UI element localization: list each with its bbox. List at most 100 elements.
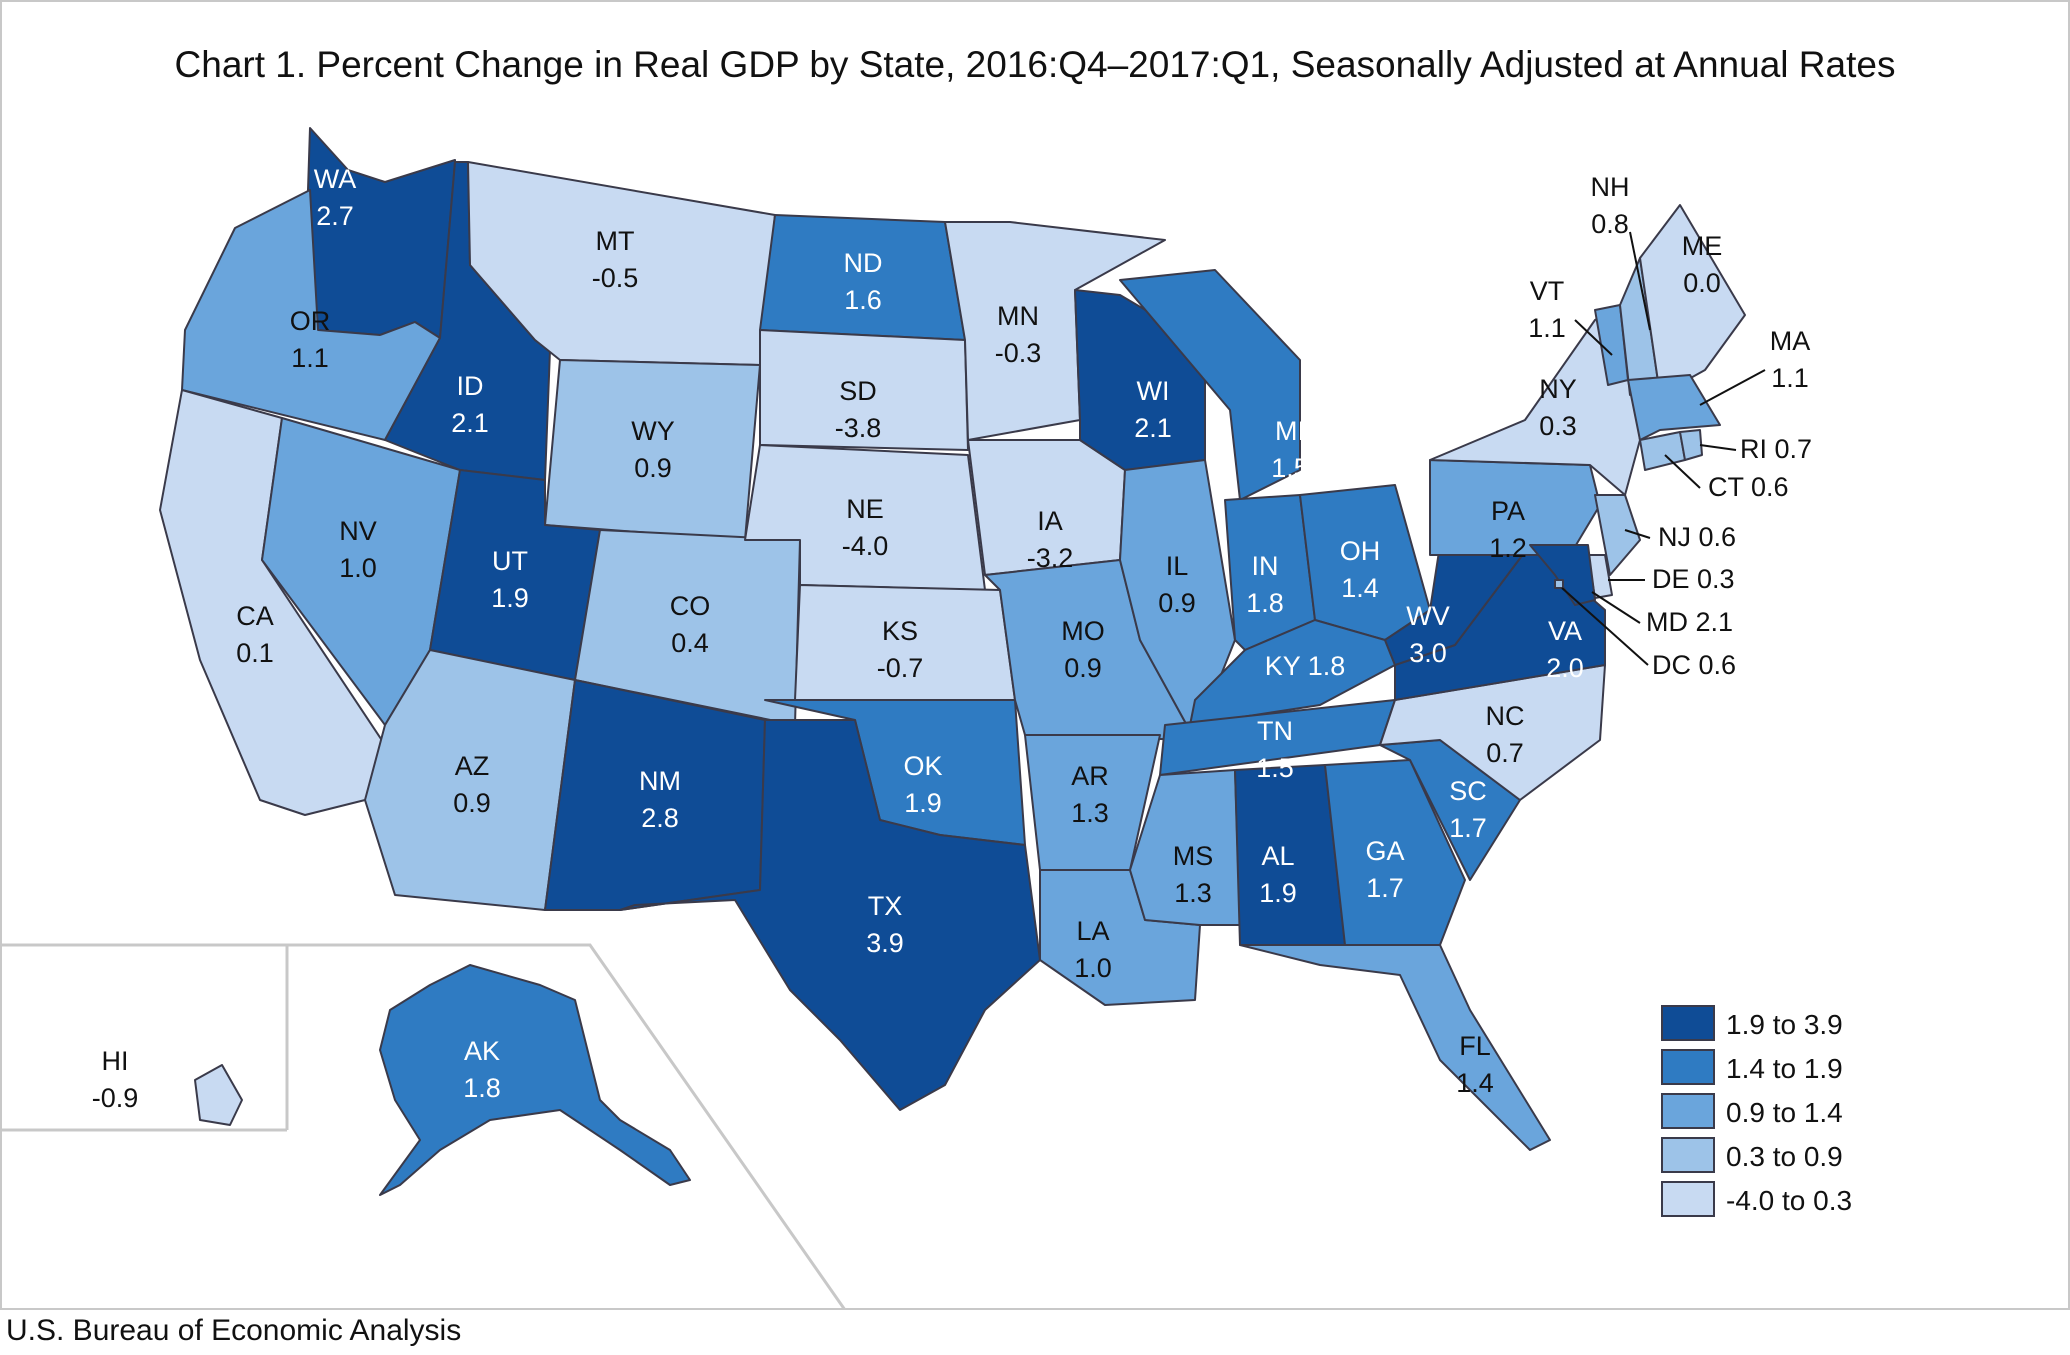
callout-value-vt: 1.1 xyxy=(1528,313,1566,343)
state-value-hi: -0.9 xyxy=(92,1083,139,1113)
state-sd[interactable] xyxy=(759,329,969,451)
state-fl[interactable] xyxy=(1239,944,1551,1151)
legend-swatch-0 xyxy=(1661,1005,1715,1041)
state-value-in: 1.8 xyxy=(1246,588,1284,618)
state-value-tn: 1.5 xyxy=(1256,753,1294,783)
state-abbr-mn: MN xyxy=(997,301,1039,331)
us-state-map: WA 2.7 OR 1.1 CA 0.1 ID 2.1 NV 1.0 MT -0.5 WY 0.9 UT 1.… xyxy=(0,127,1852,1310)
state-value-mt: -0.5 xyxy=(592,263,639,293)
callout-abbr-ma: MA xyxy=(1770,326,1811,356)
state-abbr-mt: MT xyxy=(596,226,635,256)
state-value-ny: 0.3 xyxy=(1539,411,1577,441)
state-abbr-al: AL xyxy=(1261,841,1294,871)
leader-line-md xyxy=(1591,591,1641,624)
state-abbr-sc: SC xyxy=(1449,776,1487,806)
state-abbr-hi: HI xyxy=(102,1046,129,1076)
state-mi[interactable] xyxy=(1119,269,1301,501)
legend-swatch-1 xyxy=(1661,1049,1715,1085)
state-value-az: 0.9 xyxy=(453,788,491,818)
state-value-co: 0.4 xyxy=(671,628,709,658)
state-abbr-nm: NM xyxy=(639,766,681,796)
state-or[interactable] xyxy=(181,189,441,441)
state-abbr-wy: WY xyxy=(631,416,675,446)
state-abbr-nd: ND xyxy=(844,248,883,278)
state-value-ne: -4.0 xyxy=(842,531,889,561)
state-value-ak: 1.8 xyxy=(463,1073,501,1103)
state-ri[interactable] xyxy=(1679,429,1703,461)
state-ma[interactable] xyxy=(1627,374,1721,441)
state-abbr-oh: OH xyxy=(1340,536,1381,566)
state-abbr-nv: NV xyxy=(339,516,377,546)
legend-label-4: -4.0 to 0.3 xyxy=(1726,1185,1852,1216)
state-tx[interactable] xyxy=(619,719,1041,1111)
state-value-wy: 0.9 xyxy=(634,453,672,483)
state-abbr-mo: MO xyxy=(1061,616,1105,646)
state-abbr-wv: WV xyxy=(1406,601,1450,631)
leader-line-ri xyxy=(1699,444,1737,451)
legend-label-2: 0.9 to 1.4 xyxy=(1726,1097,1843,1128)
state-abbr-ny: NY xyxy=(1539,374,1577,404)
state-abbr-pa: PA xyxy=(1491,496,1525,526)
state-abbr-tx: TX xyxy=(868,891,903,921)
state-nj[interactable] xyxy=(1594,494,1641,576)
state-abbr-co: CO xyxy=(670,591,711,621)
callout-label-de: DE 0.3 xyxy=(1652,564,1735,594)
legend-label-0: 1.9 to 3.9 xyxy=(1726,1009,1843,1040)
state-value-la: 1.0 xyxy=(1074,953,1112,983)
state-value-il: 0.9 xyxy=(1158,588,1196,618)
state-hi[interactable] xyxy=(194,1064,243,1126)
state-value-wi: 2.1 xyxy=(1134,413,1172,443)
state-value-oh: 1.4 xyxy=(1341,573,1379,603)
callout-value-me: 0.0 xyxy=(1683,268,1721,298)
leader-line-ma xyxy=(1699,369,1766,406)
callout-label-dc: DC 0.6 xyxy=(1652,650,1736,680)
legend-swatch-2 xyxy=(1661,1093,1715,1129)
state-value-ca: 0.1 xyxy=(236,638,274,668)
legend-swatch-4 xyxy=(1661,1181,1715,1217)
state-me[interactable] xyxy=(1639,204,1746,396)
chart-title: Chart 1. Percent Change in Real GDP by S… xyxy=(174,44,1896,85)
state-value-nd: 1.6 xyxy=(844,285,882,315)
callout-abbr-nh: NH xyxy=(1591,172,1630,202)
leader-line-nj xyxy=(1624,529,1651,539)
state-value-id: 2.1 xyxy=(451,408,489,438)
leader-line-dc xyxy=(1561,587,1649,666)
state-value-ia: -3.2 xyxy=(1027,543,1074,573)
state-value-al: 1.9 xyxy=(1259,878,1297,908)
state-abbr-ms: MS xyxy=(1173,841,1214,871)
state-abbr-wa: WA xyxy=(314,164,357,194)
legend-label-1: 1.4 to 1.9 xyxy=(1726,1053,1843,1084)
state-abbr-mi: MI xyxy=(1275,416,1305,446)
inset-border xyxy=(0,943,847,1310)
state-value-ms: 1.3 xyxy=(1174,878,1212,908)
state-dc[interactable] xyxy=(1554,579,1564,589)
state-wy[interactable] xyxy=(544,359,761,541)
state-label-ky: KY 1.8 xyxy=(1265,651,1346,681)
state-value-fl: 1.4 xyxy=(1456,1068,1494,1098)
callout-label-nj: NJ 0.6 xyxy=(1658,522,1736,552)
state-value-sd: -3.8 xyxy=(835,413,882,443)
state-abbr-az: AZ xyxy=(455,751,490,781)
state-value-ks: -0.7 xyxy=(877,653,924,683)
state-abbr-or: OR xyxy=(290,306,331,336)
state-value-va: 2.0 xyxy=(1546,653,1584,683)
state-abbr-ia: IA xyxy=(1037,506,1063,536)
legend-label-3: 0.3 to 0.9 xyxy=(1726,1141,1843,1172)
state-value-mi: 1.5 xyxy=(1271,453,1309,483)
state-md[interactable] xyxy=(1529,544,1596,606)
state-abbr-sd: SD xyxy=(839,376,877,406)
state-abbr-ut: UT xyxy=(492,546,528,576)
state-abbr-fl: FL xyxy=(1459,1031,1491,1061)
state-value-or: 1.1 xyxy=(291,343,329,373)
state-ak[interactable] xyxy=(379,964,691,1196)
state-value-nc: 0.7 xyxy=(1486,738,1524,768)
state-ct[interactable] xyxy=(1639,431,1686,471)
leader-line-ct xyxy=(1664,454,1701,489)
callout-abbr-me: ME xyxy=(1682,231,1723,261)
leader-line-nh xyxy=(1629,231,1651,331)
state-abbr-il: IL xyxy=(1166,551,1189,581)
legend-swatch-3 xyxy=(1661,1137,1715,1173)
state-ga[interactable] xyxy=(1324,759,1466,946)
state-abbr-id: ID xyxy=(457,371,484,401)
state-abbr-tn: TN xyxy=(1257,716,1293,746)
